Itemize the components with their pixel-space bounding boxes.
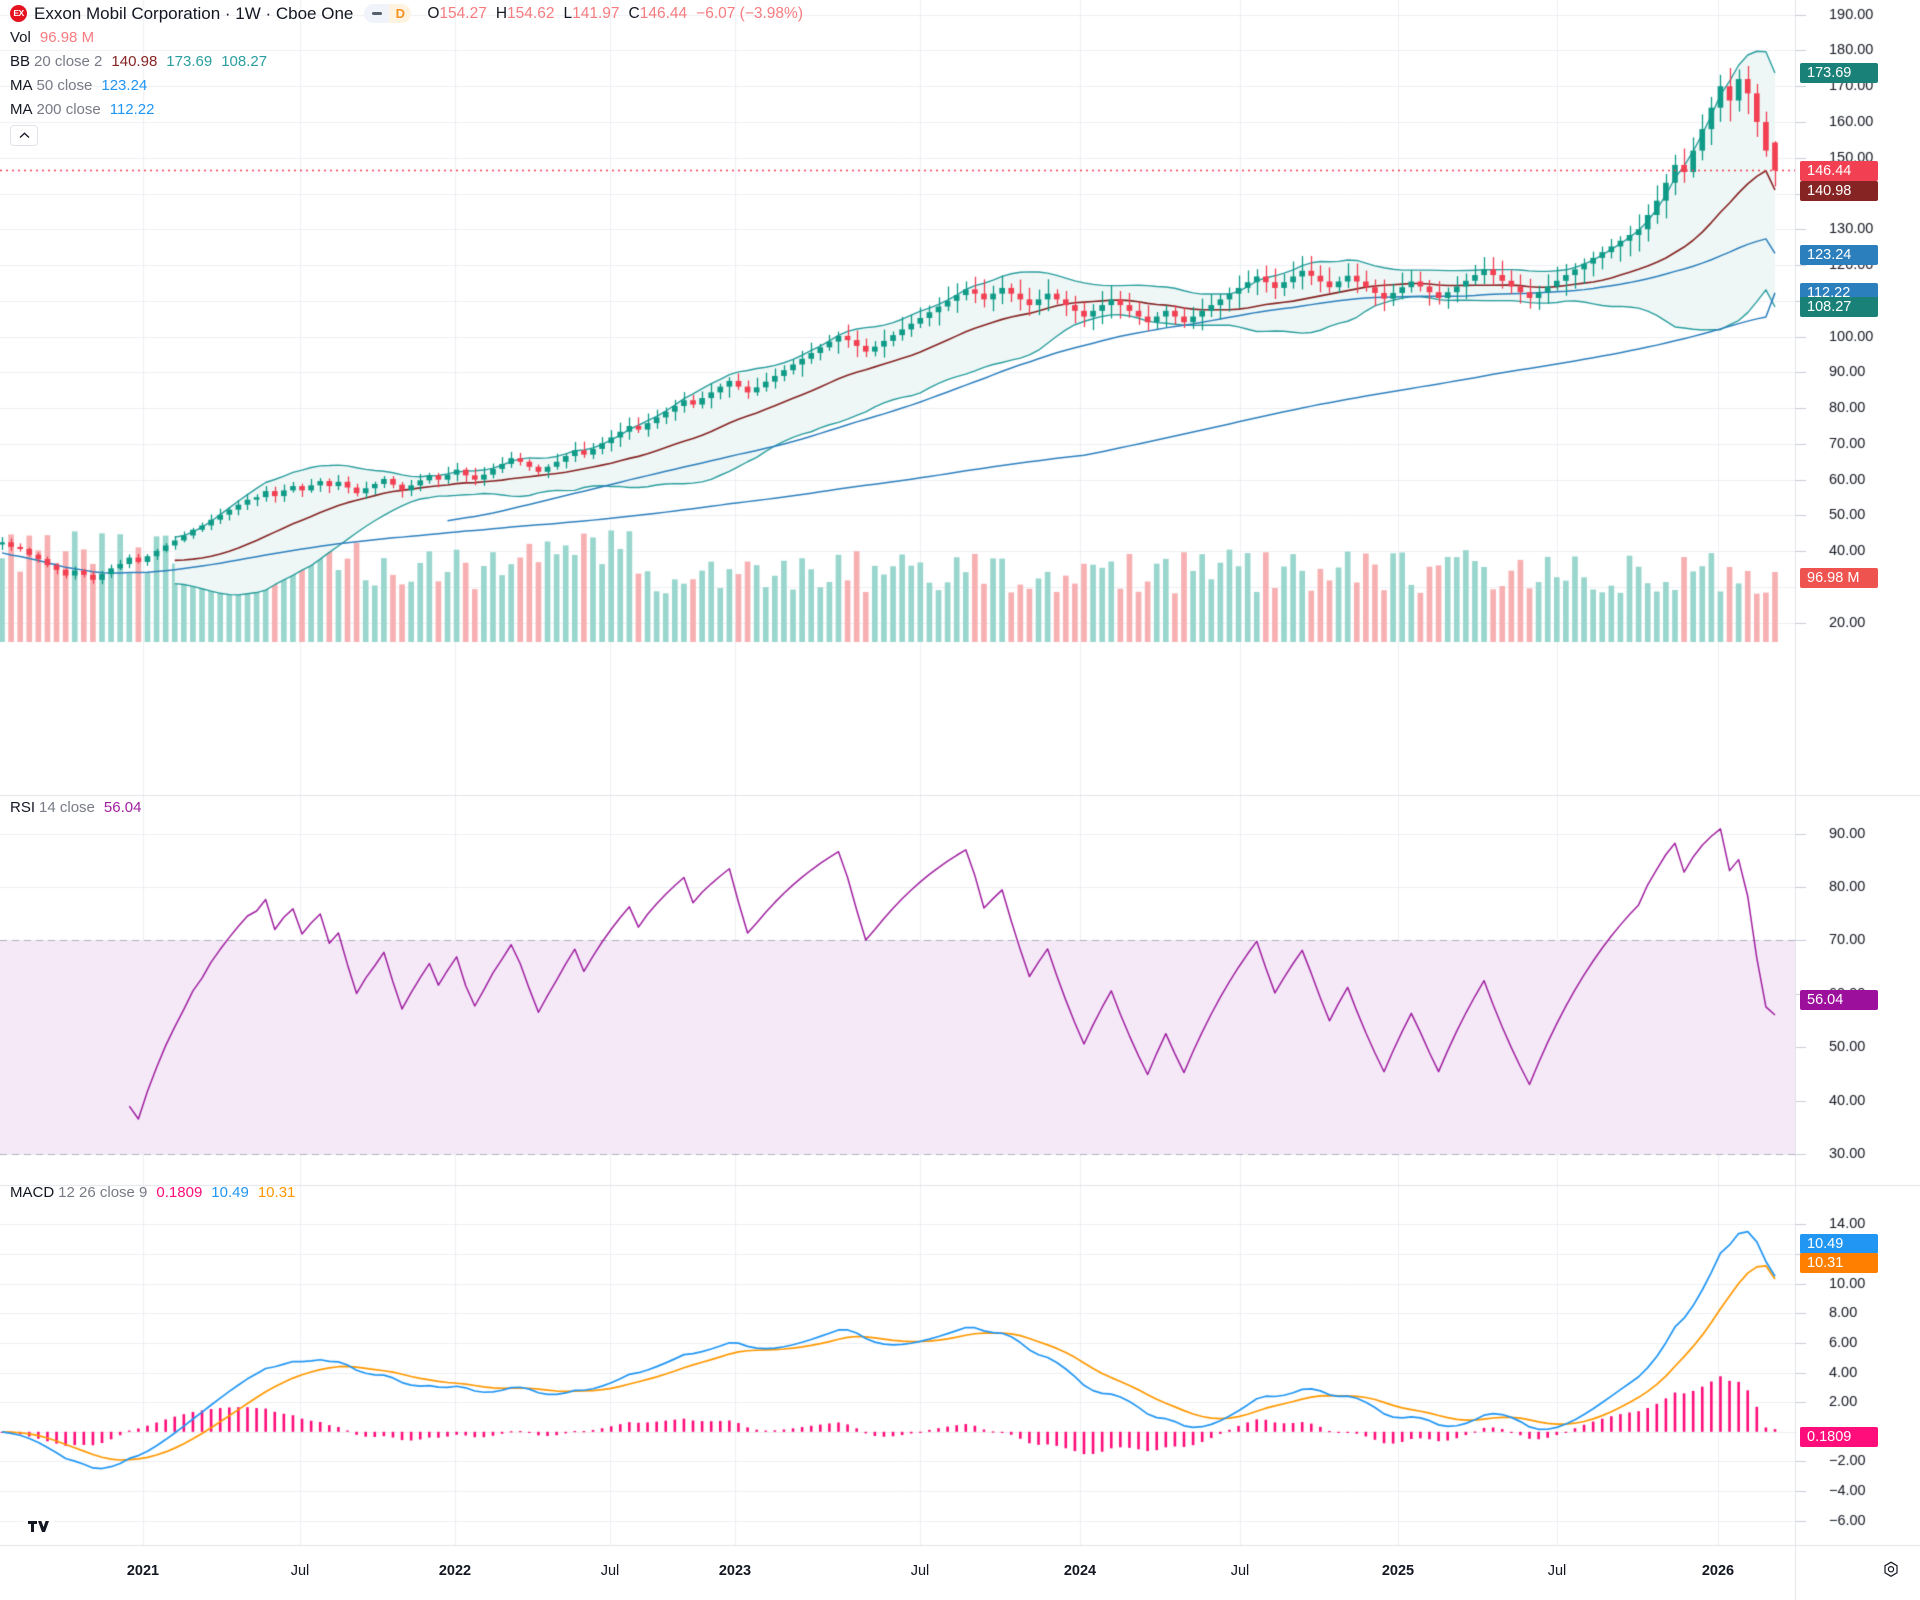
price-scale-badge[interactable]: 96.98 M [1800, 568, 1878, 588]
indicator-params: 50 close [36, 77, 93, 94]
indicator-value: 112.22 [109, 101, 155, 118]
symbol-header-row: EX Exxon Mobil Corporation · 1W · Cboe O… [10, 3, 803, 24]
time-axis-tick: Jul [1230, 1563, 1250, 1579]
price-pane-legend: EX Exxon Mobil Corporation · 1W · Cboe O… [10, 3, 803, 146]
ohlc-low-key: L [563, 5, 573, 22]
time-axis-tick: 2023 [718, 1563, 752, 1579]
chevron-up-icon [19, 132, 29, 138]
macd-legend-macd-value: 10.49 [211, 1184, 249, 1201]
ohlc-values: O154.27 H154.62 L141.97 C146.44 −6.07 (−3.98… [427, 3, 803, 24]
time-axis-tick: 2022 [438, 1563, 472, 1579]
macd-legend-hist-value: 0.1809 [156, 1184, 203, 1201]
time-axis-tick: Jul [600, 1563, 620, 1579]
rsi-legend-name: RSI [10, 799, 36, 816]
price-scale-badge[interactable]: 146.44 [1800, 161, 1878, 181]
exxon-logo-icon: EX [10, 5, 27, 22]
ohlc-low-value: 141.97 [572, 5, 620, 22]
time-axis-tick: 2025 [1381, 1563, 1415, 1579]
interval-pill[interactable]: D [364, 4, 412, 23]
interval-dash-icon [364, 4, 390, 23]
time-axis-tick: Jul [1547, 1563, 1567, 1579]
indicator-params: 200 close [36, 101, 101, 118]
indicator-value: 140.98 [111, 53, 158, 70]
time-axis-tick: Jul [290, 1563, 310, 1579]
macd-legend-params: 12 26 close 9 [58, 1184, 148, 1201]
collapse-legend-button[interactable] [10, 125, 38, 146]
indicator-params: 20 close 2 [34, 53, 103, 70]
indicator-value: 96.98 M [39, 29, 95, 46]
symbol-title[interactable]: Exxon Mobil Corporation · 1W · Cboe One [34, 4, 354, 23]
chart-settings-button[interactable] [1880, 1560, 1902, 1582]
indicator-legend-list: Vol 96.98 M BB 20 close 2 140.98 173.69 108.27… [10, 27, 803, 120]
time-axis-tick: Jul [910, 1563, 930, 1579]
rsi-legend-params: 14 close [39, 799, 95, 816]
macd-pane-legend: MACD 12 26 close 9 0.1809 10.49 10.31 [10, 1179, 295, 1203]
macd-legend-row[interactable]: MACD 12 26 close 9 0.1809 10.49 10.31 [10, 1182, 295, 1203]
price-scale-badge[interactable]: 10.49 [1800, 1234, 1878, 1254]
price-scale-badge[interactable]: 123.24 [1800, 245, 1878, 265]
ohlc-open-value: 154.27 [439, 5, 487, 22]
price-scale-badge[interactable]: 0.1809 [1800, 1427, 1878, 1447]
tradingview-logo-icon [28, 1521, 49, 1532]
rsi-pane-legend: RSI 14 close 56.04 [10, 794, 141, 818]
indicator-value: 108.27 [221, 53, 268, 70]
ohlc-change: −6.07 (−3.98%) [696, 5, 803, 22]
time-axis-tick: 2026 [1701, 1563, 1735, 1579]
price-scale-badge[interactable]: 108.27 [1800, 297, 1878, 317]
rsi-legend-value: 56.04 [103, 799, 142, 816]
price-scale-badge[interactable]: 173.69 [1800, 63, 1878, 83]
indicator-name: MA [10, 77, 33, 94]
macd-legend-name: MACD [10, 1184, 55, 1201]
dividend-badge[interactable]: D [389, 4, 412, 23]
rsi-legend-row[interactable]: RSI 14 close 56.04 [10, 797, 141, 818]
ohlc-open-key: O [427, 5, 440, 22]
price-scale-badge[interactable]: 10.31 [1800, 1253, 1878, 1273]
indicator-name: MA [10, 101, 33, 118]
indicator-legend-row[interactable]: BB 20 close 2 140.98 173.69 108.27 [10, 51, 803, 72]
indicator-name: BB [10, 53, 31, 70]
indicator-legend-row[interactable]: MA 50 close 123.24 [10, 75, 803, 96]
indicator-value: 173.69 [166, 53, 213, 70]
macd-legend-signal-value: 10.31 [257, 1184, 296, 1201]
gear-icon [1884, 1561, 1898, 1577]
time-axis-tick: 2024 [1063, 1563, 1097, 1579]
ohlc-close-key: C [628, 5, 640, 22]
ohlc-high-key: H [495, 5, 508, 22]
indicator-name: Vol [10, 29, 31, 46]
price-scale-badge[interactable]: 56.04 [1800, 990, 1878, 1010]
price-scale-badge[interactable]: 140.98 [1800, 181, 1878, 201]
ohlc-close-value: 146.44 [639, 5, 688, 22]
ohlc-high-value: 154.62 [507, 5, 555, 22]
time-axis-tick: 2021 [126, 1563, 160, 1579]
indicator-legend-row[interactable]: MA 200 close 112.22 [10, 99, 803, 120]
tradingview-logo[interactable] [22, 1511, 56, 1545]
indicator-legend-row[interactable]: Vol 96.98 M [10, 27, 803, 48]
indicator-value: 123.24 [101, 77, 148, 94]
